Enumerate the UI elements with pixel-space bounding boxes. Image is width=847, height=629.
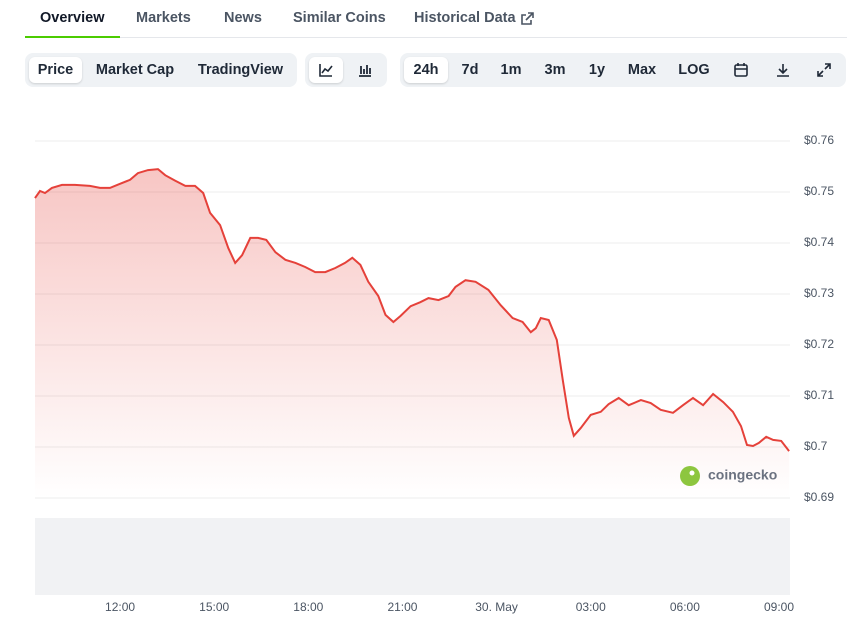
y-tick-label: $0.76 (804, 133, 834, 147)
range-button[interactable]: 1m (500, 62, 522, 78)
x-tick-label: 30. May (475, 600, 518, 614)
tab-underline (25, 36, 120, 38)
external-link-icon (521, 12, 534, 25)
range-group (400, 53, 846, 87)
mode-button[interactable]: Price (29, 57, 82, 83)
x-tick-label: 09:00 (764, 600, 794, 614)
y-tick-label: $0.7 (804, 439, 828, 453)
calendar-icon[interactable] (733, 62, 749, 78)
watermark: coingecko (708, 467, 777, 483)
price-area (35, 169, 790, 498)
x-tick-label: 21:00 (387, 600, 417, 614)
y-tick-label: $0.73 (804, 286, 834, 300)
tab[interactable]: Historical Data (414, 10, 516, 26)
y-tick-label: $0.75 (804, 184, 834, 198)
x-tick-label: 06:00 (670, 600, 700, 614)
download-icon[interactable] (775, 62, 791, 78)
y-tick-label: $0.74 (804, 235, 834, 249)
mode-button[interactable]: Market Cap (95, 62, 175, 78)
range-button[interactable]: 7d (461, 62, 479, 78)
tab[interactable]: Markets (136, 10, 191, 26)
y-tick-label: $0.71 (804, 388, 834, 402)
x-tick-label: 18:00 (293, 600, 323, 614)
line-style-button[interactable] (309, 57, 343, 83)
tab[interactable]: Similar Coins (293, 10, 386, 26)
candle-style-button[interactable] (348, 57, 382, 83)
watermark-logo (680, 466, 700, 486)
range-button[interactable]: 24h (404, 57, 448, 83)
x-tick-label: 12:00 (105, 600, 135, 614)
range-button[interactable]: LOG (678, 62, 710, 78)
tab[interactable]: Overview (40, 10, 105, 26)
x-tick-label: 03:00 (576, 600, 606, 614)
range-button[interactable]: 1y (588, 62, 606, 78)
fullscreen-icon[interactable] (816, 62, 832, 78)
x-tick-label: 15:00 (199, 600, 229, 614)
tab-divider (25, 37, 847, 38)
volume-band (35, 518, 790, 595)
y-tick-label: $0.69 (804, 490, 834, 504)
y-tick-label: $0.72 (804, 337, 834, 351)
range-button[interactable]: 3m (544, 62, 566, 78)
range-button[interactable]: Max (627, 62, 657, 78)
mode-button[interactable]: TradingView (197, 62, 284, 78)
tab[interactable]: News (224, 10, 262, 26)
price-line (34, 168, 790, 452)
